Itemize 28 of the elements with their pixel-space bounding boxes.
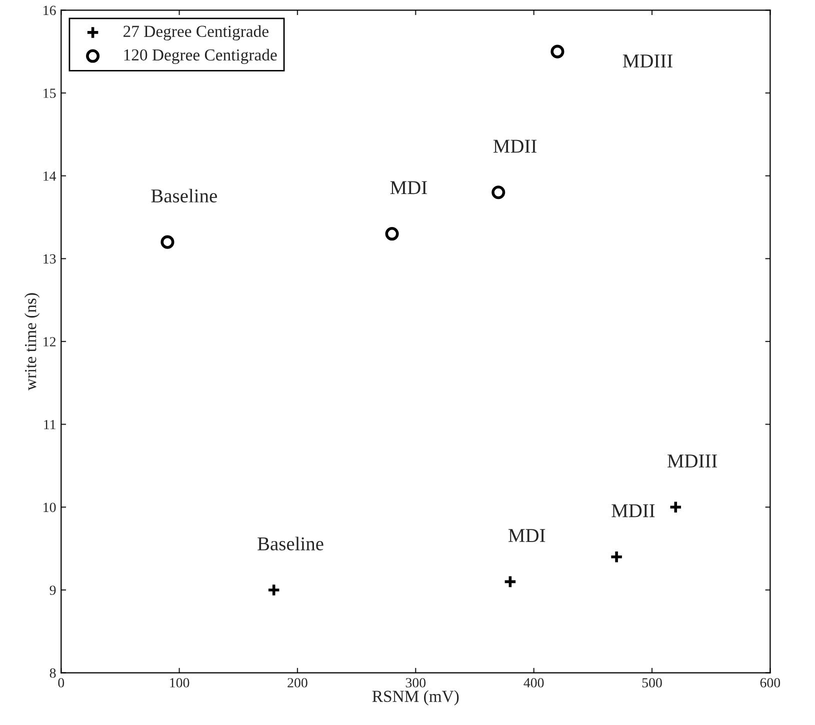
- y-tick-label: 12: [44, 337, 56, 346]
- y-tick-label: 11: [44, 420, 56, 430]
- y-tick-label: 15: [44, 88, 56, 98]
- y-tick-label: 16: [44, 6, 56, 16]
- annotation: Baseline: [258, 536, 324, 550]
- y-tick-label: 14: [44, 171, 56, 181]
- legend-label: 27 Degree Centigrade: [124, 25, 268, 40]
- x-tick-label: 400: [524, 678, 544, 688]
- y-tick-label: 9: [50, 586, 56, 595]
- annotation: Baseline: [151, 188, 217, 202]
- y-axis-title: write time (ns): [24, 293, 40, 391]
- annotation: MDII: [612, 504, 655, 518]
- y-tick-label: 8: [50, 668, 56, 678]
- annotation: MDIII: [667, 454, 717, 468]
- x-axis-title: RSNM (mV): [372, 690, 459, 706]
- y-tick-label: 10: [44, 502, 56, 512]
- x-tick-label: 100: [170, 678, 190, 688]
- x-tick-label: 0: [58, 678, 64, 688]
- legend-label: 120 Degree Centigrade: [124, 48, 277, 64]
- x-tick-label: 200: [288, 678, 308, 688]
- annotation: MDIII: [622, 54, 672, 68]
- y-tick-label: 13: [44, 254, 56, 264]
- annotation: MDI: [508, 529, 546, 542]
- x-tick-label: 500: [642, 678, 662, 688]
- x-tick-label: 600: [760, 678, 780, 688]
- x-tick-label: 300: [406, 678, 426, 688]
- annotation: MDII: [493, 140, 536, 153]
- annotation: MDI: [390, 181, 427, 194]
